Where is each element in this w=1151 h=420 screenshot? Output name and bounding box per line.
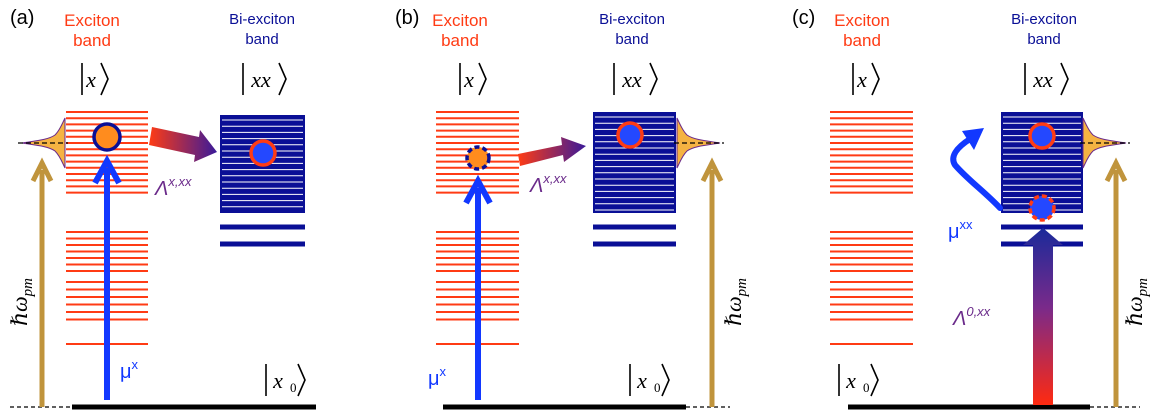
biexciton-dot — [249, 139, 277, 167]
ground-ket-symbol: x — [845, 368, 856, 393]
biexciton-band-subtitle: band — [615, 31, 648, 48]
transfer-arrow — [518, 137, 586, 166]
ground-ket-subscript: 0 — [654, 380, 661, 395]
ground-ket: x 0 — [838, 363, 879, 397]
panel-label: (a) — [10, 7, 34, 29]
exciton-band-subtitle: band — [441, 31, 479, 50]
exciton-ket: x — [81, 62, 109, 96]
biexciton-levels — [220, 115, 305, 247]
pump-gaussian — [18, 117, 68, 169]
pump-arrow — [700, 157, 724, 407]
exciton-band-subtitle: band — [843, 31, 881, 50]
dipole-arrow — [463, 174, 493, 400]
biexciton-band-subtitle: band — [245, 31, 278, 48]
dipole-arrow — [92, 154, 122, 400]
dipole-label: μxx — [948, 217, 973, 243]
panel-b: (b) Exciton band x Bi-exciton band xx x … — [395, 7, 750, 410]
panel-label: (c) — [792, 7, 815, 29]
pump-gaussian — [674, 117, 724, 169]
exciton-ket-symbol: x — [856, 67, 867, 92]
biexciton-band-subtitle: band — [1027, 31, 1060, 48]
exciton-band-title: Exciton — [64, 11, 120, 30]
dipole-label: μx — [120, 357, 139, 383]
pump-label: ℏωpm — [7, 278, 36, 326]
dipole-label: μx — [428, 364, 447, 390]
ground-ket: x 0 — [629, 363, 670, 397]
biexciton-ket-symbol: xx — [621, 67, 642, 92]
exciton-ket: x — [852, 62, 880, 96]
pump-gaussian — [1080, 117, 1130, 169]
ground-ket-symbol: x — [272, 368, 283, 393]
biexciton-ket-symbol: xx — [250, 67, 271, 92]
panel-c: (c) Exciton band x Bi-exciton band xx x … — [792, 7, 1151, 410]
transfer-arrow-vertical — [1023, 228, 1063, 405]
transfer-label: Λx,xx — [529, 171, 567, 197]
panel-a: (a) Exciton band x Bi-exciton band xx x … — [7, 7, 316, 410]
pump-arrow — [30, 157, 54, 407]
transfer-label: Λ0,xx — [952, 304, 991, 330]
biexciton-ket: xx — [242, 62, 287, 96]
transfer-arrow — [149, 127, 217, 162]
panel-label: (b) — [395, 7, 419, 29]
ground-ket-subscript: 0 — [863, 380, 870, 395]
exciton-dot-virtual — [465, 145, 491, 171]
biexciton-ket: xx — [1024, 62, 1069, 96]
biexciton-ket: xx — [613, 62, 658, 96]
pump-arrow — [1104, 157, 1128, 407]
ground-ket-subscript: 0 — [290, 380, 297, 395]
biexciton-dot — [616, 121, 644, 149]
ground-ket: x 0 — [265, 363, 306, 397]
dipole-arrow-curved — [950, 128, 1003, 211]
exciton-band-title: Exciton — [834, 11, 890, 30]
biexciton-ket-symbol: xx — [1032, 67, 1053, 92]
biexciton-band-title: Bi-exciton — [599, 11, 665, 28]
biexciton-band-title: Bi-exciton — [1011, 11, 1077, 28]
exciton-band-subtitle: band — [73, 31, 111, 50]
exciton-ket-symbol: x — [85, 67, 96, 92]
pump-label: ℏωpm — [1122, 278, 1151, 326]
biexciton-dot-virtual — [1028, 194, 1056, 222]
exciton-ket: x — [459, 62, 487, 96]
biexciton-dot — [1028, 122, 1056, 150]
biexciton-band-title: Bi-exciton — [229, 11, 295, 28]
ground-ket-symbol: x — [636, 368, 647, 393]
transfer-label: Λx,xx — [154, 174, 192, 200]
exciton-ket-symbol: x — [463, 67, 474, 92]
exciton-dot — [92, 122, 122, 152]
exciton-levels — [830, 111, 913, 345]
pump-label: ℏωpm — [721, 278, 750, 326]
exciton-band-title: Exciton — [432, 11, 488, 30]
